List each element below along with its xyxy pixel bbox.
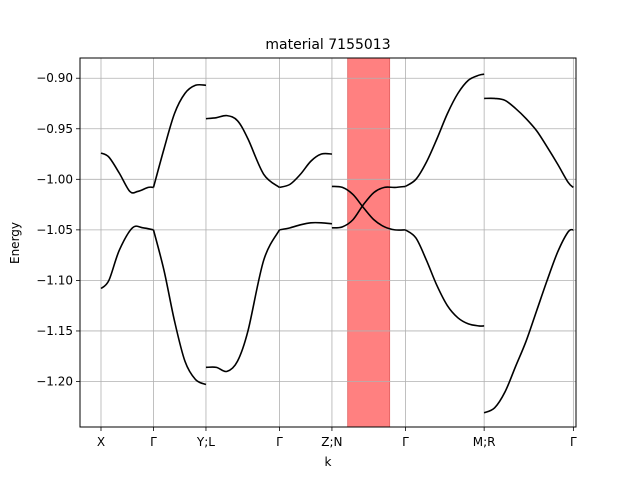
y-tick-label: −1.15: [36, 324, 73, 338]
band-line-6: [205, 229, 281, 373]
x-tick-label: M;R: [473, 435, 496, 449]
y-tick-label: −1.10: [36, 273, 73, 287]
chart-title: material 7155013: [265, 37, 390, 53]
band-line-0: [100, 152, 154, 194]
y-axis-title: Energy: [8, 222, 22, 264]
band-line-9: [331, 185, 406, 229]
x-tick-label: Γ: [570, 435, 577, 449]
grid-layer: [80, 58, 576, 427]
band-line-11: [404, 229, 485, 327]
series-layer: [100, 73, 574, 414]
x-axis-ticks: X Γ Y;L Γ Z;N Γ M;R Γ: [97, 427, 577, 449]
y-tick-label: −1.00: [36, 172, 73, 186]
x-tick-label: Γ: [276, 435, 283, 449]
y-tick-label: −0.95: [36, 122, 73, 136]
x-tick-label: Γ: [150, 435, 157, 449]
x-tick-label: Y;L: [196, 435, 215, 449]
y-tick-label: −0.90: [36, 71, 73, 85]
band-line-13: [483, 228, 574, 414]
band-line-10: [404, 73, 485, 188]
y-axis-ticks: −0.90 −0.95 −1.00 −1.05 −1.10 −1.15 −1.20: [36, 71, 80, 389]
band-line-2: [100, 225, 154, 290]
band-line-7: [279, 221, 333, 231]
band-line-4: [205, 114, 280, 189]
highlight-band-layer: [347, 57, 391, 428]
band-line-5: [279, 152, 332, 189]
plot-frame: [79, 57, 577, 428]
band-line-1: [152, 83, 207, 188]
x-tick-label: Z;N: [321, 435, 342, 449]
band-line-12: [484, 97, 574, 189]
band-line-8: [331, 185, 406, 231]
band-line-3: [152, 229, 207, 386]
y-tick-label: −1.05: [36, 223, 73, 237]
x-axis-title: k: [325, 455, 332, 469]
highlight-band: [347, 57, 391, 428]
y-tick-label: −1.20: [36, 375, 73, 389]
x-tick-label: Γ: [402, 435, 409, 449]
x-tick-label: X: [97, 435, 105, 449]
